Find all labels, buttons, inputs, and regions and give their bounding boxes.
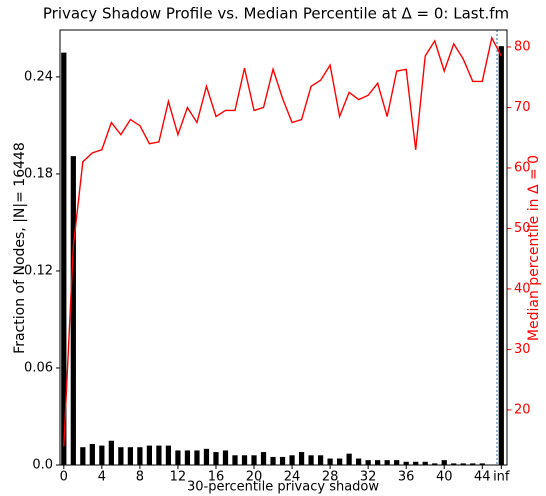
bar bbox=[346, 453, 352, 465]
bar bbox=[61, 52, 67, 465]
x-tick-label: 40 bbox=[436, 470, 453, 485]
bar bbox=[70, 156, 76, 465]
y2-tick-label: 60 bbox=[514, 160, 531, 175]
y2-tick-label: 70 bbox=[514, 100, 531, 115]
bar bbox=[270, 456, 276, 465]
bar bbox=[394, 460, 400, 465]
bar bbox=[479, 463, 485, 465]
y2-tick-label: 40 bbox=[514, 281, 531, 296]
bar bbox=[194, 450, 200, 465]
x-tick-label: 24 bbox=[284, 470, 301, 485]
bar bbox=[441, 460, 447, 465]
bar bbox=[498, 46, 504, 465]
bar bbox=[251, 455, 257, 465]
y-tick-label: 0.0 bbox=[32, 458, 53, 473]
bar bbox=[213, 452, 219, 465]
x-tick-label: 4 bbox=[98, 470, 106, 485]
bar bbox=[232, 455, 238, 465]
bar bbox=[298, 452, 305, 465]
bar bbox=[336, 458, 343, 465]
bar bbox=[279, 456, 286, 465]
bar bbox=[375, 460, 381, 465]
bar bbox=[384, 460, 390, 465]
y2-tick-label: 20 bbox=[514, 402, 531, 417]
bar bbox=[422, 461, 428, 465]
x-axis-label: 30-percentile privacy shadow bbox=[187, 480, 379, 495]
bar bbox=[80, 447, 86, 465]
bar bbox=[460, 463, 466, 465]
x-tick-label: 12 bbox=[170, 470, 187, 485]
x-tick-label: inf bbox=[493, 470, 510, 485]
bar bbox=[308, 455, 314, 465]
bar bbox=[118, 447, 124, 465]
y2-tick-label: 50 bbox=[514, 221, 531, 236]
bar bbox=[127, 447, 133, 465]
y-axis-label: Fraction of Nodes, |N|= 16448 bbox=[12, 142, 28, 354]
x-tick-label: 0 bbox=[60, 470, 68, 485]
bar bbox=[241, 455, 248, 465]
bar bbox=[99, 445, 105, 465]
chart-title: Privacy Shadow Profile vs. Median Percen… bbox=[43, 5, 509, 23]
x-tick-label: 36 bbox=[398, 470, 415, 485]
x-tick-label: 28 bbox=[322, 470, 339, 485]
bar bbox=[108, 440, 114, 465]
bar bbox=[156, 445, 162, 465]
bar bbox=[146, 445, 153, 465]
bar bbox=[451, 463, 457, 465]
bar bbox=[413, 461, 419, 465]
line-series bbox=[63, 35, 502, 447]
bar bbox=[356, 458, 362, 465]
y-tick-label: 0.24 bbox=[24, 69, 53, 84]
bar bbox=[327, 458, 333, 465]
bar bbox=[175, 450, 181, 465]
bar bbox=[260, 452, 267, 465]
bar bbox=[365, 460, 371, 465]
x-tick-label: 8 bbox=[136, 470, 144, 485]
bar bbox=[137, 447, 143, 465]
bar bbox=[203, 448, 210, 465]
x-tick-label: 16 bbox=[208, 470, 225, 485]
x-tick-label: 32 bbox=[360, 470, 377, 485]
x-tick-label: 20 bbox=[246, 470, 263, 485]
bar bbox=[317, 455, 324, 465]
bar bbox=[403, 461, 409, 465]
y-tick-label: 0.18 bbox=[24, 166, 53, 181]
y2-axis-label: Median percentile in Δ = 0 bbox=[526, 155, 542, 341]
bar bbox=[432, 463, 438, 465]
bar bbox=[184, 450, 191, 465]
bar bbox=[89, 443, 95, 465]
y-tick-label: 0.12 bbox=[24, 263, 53, 278]
y-tick-label: 0.06 bbox=[24, 360, 53, 375]
bar bbox=[470, 463, 476, 465]
y2-tick-label: 80 bbox=[514, 39, 531, 54]
y2-tick-label: 30 bbox=[514, 342, 531, 357]
bar bbox=[289, 455, 295, 465]
plot-frame bbox=[59, 29, 508, 466]
bar bbox=[165, 445, 172, 465]
bar bbox=[222, 450, 229, 465]
x-tick-label: 44 bbox=[474, 470, 491, 485]
